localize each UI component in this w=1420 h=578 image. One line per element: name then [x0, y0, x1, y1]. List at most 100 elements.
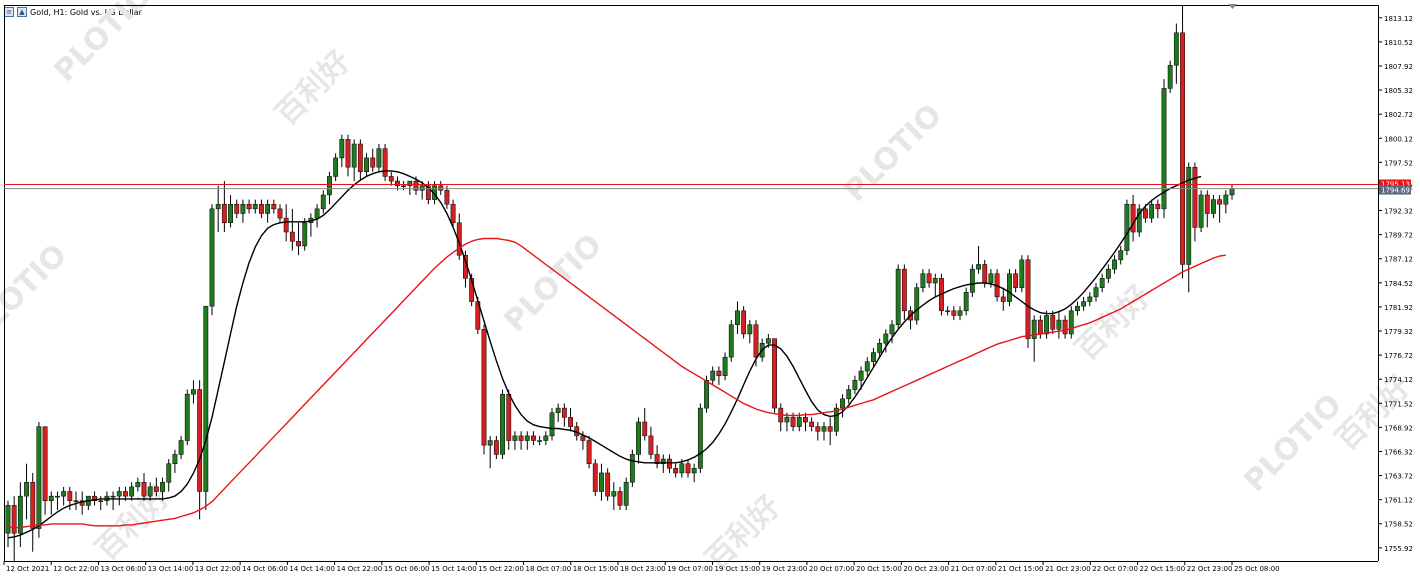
bear-candle: [67, 491, 73, 502]
time-tick-label: 20 Oct 23:00: [903, 565, 949, 573]
bull-candle: [920, 273, 926, 288]
price-tick-label: 1800.12: [1384, 135, 1413, 143]
bull-candle: [858, 370, 864, 381]
bull-candle: [1223, 194, 1229, 205]
bull-candle: [228, 203, 233, 224]
price-tick-label: 1768.92: [1384, 424, 1413, 432]
time-tick-label: 19 Oct 15:00: [714, 565, 760, 573]
bear-candle: [30, 481, 36, 529]
bull-candle: [722, 356, 728, 376]
bear-candle: [1050, 315, 1056, 330]
bull-candle: [1124, 203, 1130, 251]
candles-layer: [5, 5, 1235, 561]
bull-candle: [660, 458, 666, 464]
bear-candle: [92, 495, 97, 502]
bull-candle: [784, 417, 790, 423]
bull-candle: [1136, 208, 1142, 233]
time-tick-label: 12 Oct 22:00: [53, 565, 99, 573]
bear-candle: [926, 273, 932, 284]
bear-candle: [382, 148, 388, 177]
symbol-icon[interactable]: ▲: [17, 7, 27, 17]
bear-candle: [1037, 319, 1043, 335]
bull-candle: [1075, 305, 1080, 312]
bear-candle: [531, 435, 536, 441]
price-tick-label: 1771.52: [1384, 400, 1413, 408]
bull-candle: [704, 380, 709, 409]
bull-candle: [1105, 268, 1111, 279]
bear-candle: [568, 417, 573, 427]
bull-candle: [1081, 301, 1087, 307]
price-tick-label: 1805.32: [1384, 87, 1413, 95]
bull-candle: [166, 463, 172, 483]
bull-candle: [524, 435, 530, 441]
bear-candle: [1155, 203, 1161, 210]
bear-candle: [388, 176, 394, 182]
price-tick-label: 1797.52: [1384, 159, 1413, 167]
bear-candle: [42, 426, 48, 502]
bear-candle: [1000, 296, 1006, 302]
moving-averages-layer: [7, 170, 1226, 539]
time-tick-label: 22 Oct 07:00: [1092, 565, 1138, 573]
bull-candle: [339, 139, 345, 159]
bear-candle: [982, 264, 988, 284]
bull-candle: [1007, 273, 1012, 302]
bull-candle: [147, 486, 153, 497]
bull-candle: [988, 273, 994, 284]
bull-candle: [320, 194, 326, 210]
time-tick-label: 13 Oct 22:00: [195, 565, 241, 573]
bull-candle: [883, 333, 889, 344]
bear-candle: [605, 472, 611, 497]
bull-candle: [487, 440, 493, 446]
bear-candle: [277, 208, 283, 219]
bear-candle: [753, 324, 759, 358]
bear-candle: [716, 370, 722, 376]
bear-candle: [1180, 32, 1185, 265]
bear-candle: [1013, 273, 1019, 288]
bull-candle: [401, 185, 407, 187]
bull-candle: [852, 380, 858, 390]
bull-candle: [302, 222, 308, 247]
bear-candle: [221, 203, 227, 224]
bull-candle: [1087, 296, 1093, 302]
bull-candle: [215, 203, 221, 210]
bull-candle: [895, 268, 901, 325]
price-tick-label: 1755.92: [1384, 545, 1413, 553]
bear-candle: [271, 203, 277, 210]
bear-candle: [518, 435, 524, 441]
time-tick-label: 19 Oct 23:00: [762, 565, 808, 573]
bull-candle: [833, 407, 839, 432]
bear-candle: [289, 231, 295, 242]
bull-candle: [963, 292, 969, 312]
bull-candle: [877, 342, 883, 353]
bear-candle: [123, 491, 128, 497]
chart-header: ≡ ▲ Gold, H1: Gold vs. US Dollar: [4, 5, 142, 19]
price-tick-label: 1761.12: [1384, 497, 1413, 505]
bull-candle: [1031, 319, 1037, 339]
bull-candle: [765, 338, 771, 344]
bear-candle: [654, 454, 660, 464]
bull-candle: [191, 389, 196, 395]
bear-candle: [901, 268, 907, 312]
watermark-text: PLOTIO: [48, 0, 159, 89]
watermark-text: PLOTIO: [838, 98, 949, 209]
time-tick-label: 18 Oct 15:00: [573, 565, 619, 573]
bull-candle: [846, 389, 852, 400]
bull-candle: [1173, 32, 1179, 66]
chart-title: Gold, H1: Gold vs. US Dollar: [30, 7, 142, 17]
bull-candle: [914, 287, 920, 321]
bear-candle: [592, 463, 598, 492]
price-tick-label: 1792.32: [1384, 208, 1413, 216]
price-tick-label: 1784.52: [1384, 280, 1413, 288]
price-tick-label: 1789.72: [1384, 232, 1413, 240]
bull-candle: [98, 500, 104, 503]
time-tick-label: 13 Oct 06:00: [100, 565, 146, 573]
bull-candle: [679, 463, 685, 474]
bull-candle: [636, 421, 641, 455]
bull-candle: [821, 426, 827, 432]
bear-candle: [642, 421, 648, 437]
bear-candle: [234, 203, 240, 214]
chart-shift-marker: [1228, 4, 1237, 9]
bull-candle: [697, 407, 703, 469]
bull-candle: [1211, 199, 1216, 214]
